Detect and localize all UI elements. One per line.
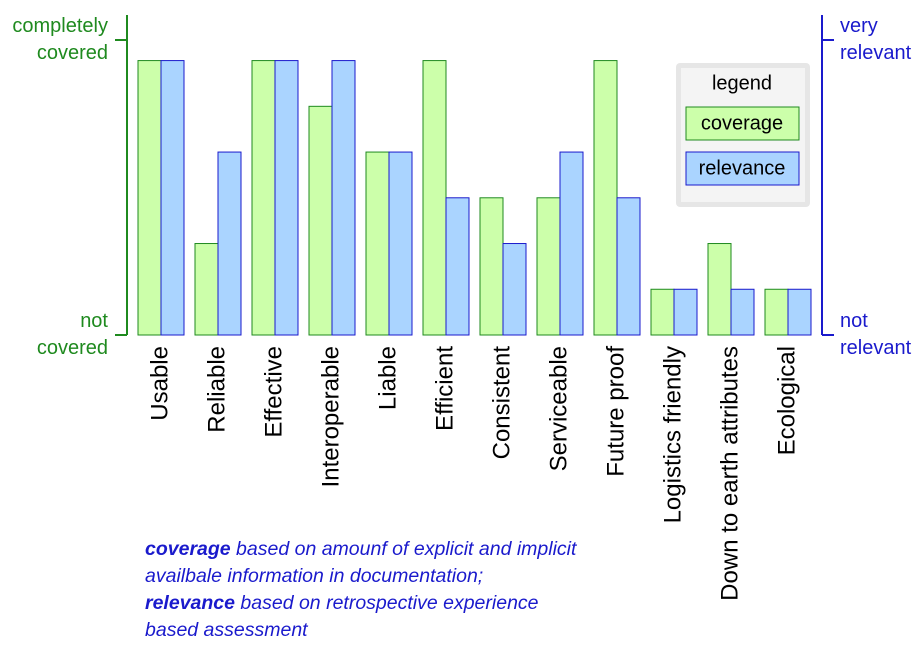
y-tick-label: completely covered [12,15,108,64]
x-tick-label: Ecological [773,346,800,455]
bar [479,197,504,336]
y2-tick-label: very relevant [840,15,912,64]
legend-label: relevance [699,157,786,179]
bar [422,60,447,336]
x-tick-label: Down to earth attributes [716,346,743,601]
bar [707,243,732,336]
footnote-text: based on retrospective experience based … [145,592,539,641]
x-tick-label: Serviceable [545,346,572,471]
bar [764,288,789,336]
bar [331,60,356,336]
footnote: coverage based on amounf of explicit and… [145,536,595,644]
x-tick-label: Reliable [203,346,230,433]
footnote-text: based on amounf of explicit and implicit… [145,538,577,587]
bar [673,288,698,336]
legend-label: coverage [701,112,783,134]
bar [559,151,584,336]
x-tick-label: Effective [260,346,287,438]
bar [616,197,641,336]
bar [730,288,755,336]
footnote-part: relevance based on retrospective experie… [145,590,595,644]
x-tick-label: Logistics friendly [659,346,686,523]
y-tick-label: not covered [36,310,108,359]
bar [365,151,390,336]
bar [593,60,618,336]
bar [160,60,185,336]
bar [137,60,162,336]
footnote-part: coverage based on amounf of explicit and… [145,536,595,590]
bar [445,197,470,336]
legend: legend coverage relevance [676,63,810,207]
footnote-term: coverage [145,538,231,560]
bar [194,243,219,336]
bar [251,60,276,336]
bar [217,151,242,336]
bar [787,288,812,336]
bar [502,243,527,336]
x-tick-label: Usable [146,346,173,421]
x-tick-label: Consistent [488,346,515,460]
footnote-term: relevance [145,592,235,614]
legend-swatch [685,106,800,141]
bar [308,105,333,336]
legend-title: legend [712,72,772,94]
x-tick-label: Efficient [431,346,458,431]
bar [388,151,413,336]
bar [650,288,675,336]
bar [536,197,561,336]
x-tick-label: Future proof [602,346,629,477]
bar [274,60,299,336]
x-tick-label: Liable [374,346,401,410]
legend-swatch [685,151,800,186]
y2-tick-label: not relevant [840,310,912,359]
x-tick-label: Interoperable [317,346,344,487]
